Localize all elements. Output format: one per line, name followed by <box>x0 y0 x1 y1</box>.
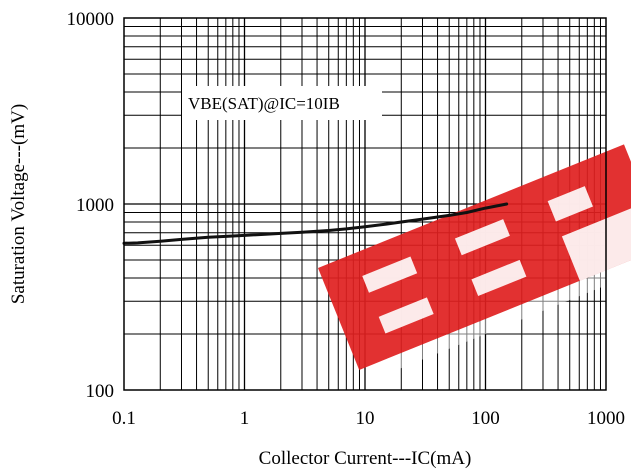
watermark-shape <box>318 144 631 372</box>
x-tick-label: 100 <box>471 408 500 429</box>
series-line-0 <box>122 202 509 245</box>
x-tick-label: 1 <box>240 408 250 429</box>
y-tick-label: 10000 <box>67 9 115 30</box>
watermark-logo <box>318 144 631 372</box>
plot-border <box>123 17 607 391</box>
x-tick-label: 1000 <box>587 408 625 429</box>
y-tick-label: 100 <box>86 381 115 402</box>
series-group <box>122 202 509 245</box>
y-tick-labels: 100 1000 10000 <box>67 9 115 402</box>
x-tick-labels: 0.1 1 10 100 1000 <box>112 408 625 429</box>
y-tick-label: 1000 <box>76 195 114 216</box>
annotation-label: VBE(SAT)@IC=10IB <box>188 94 340 113</box>
x-tick-label: 0.1 <box>112 408 136 429</box>
annotation-box: VBE(SAT)@IC=10IB <box>182 86 382 120</box>
plot-frame <box>123 17 607 391</box>
y-axis-title: Saturation Voltage---(mV) <box>8 104 29 304</box>
x-tick-label: 10 <box>356 408 375 429</box>
x-axis-title: Collector Current---IC(mA) <box>259 448 472 469</box>
